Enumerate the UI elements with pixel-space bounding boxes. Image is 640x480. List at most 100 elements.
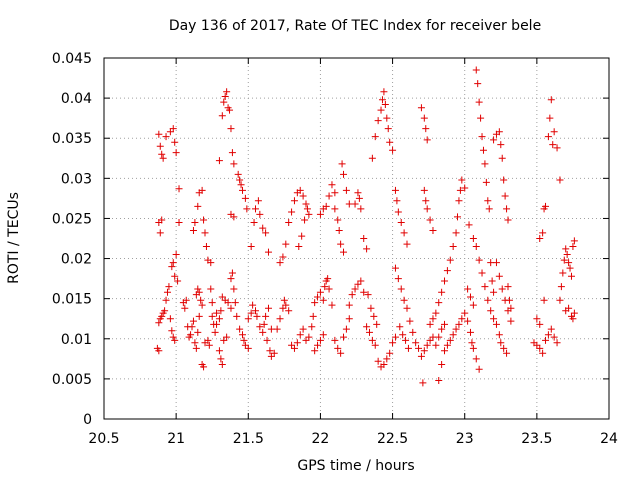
- data-point: [194, 202, 202, 210]
- data-point: [191, 218, 199, 226]
- data-point: [239, 186, 247, 194]
- y-tick-label: 0.04: [61, 91, 92, 107]
- data-point: [348, 291, 356, 299]
- data-point: [560, 256, 568, 264]
- data-point: [403, 240, 411, 248]
- y-tick-label: 0: [83, 412, 92, 428]
- data-point: [305, 210, 313, 218]
- data-points: [153, 66, 578, 387]
- data-point: [156, 229, 164, 237]
- data-point: [217, 355, 225, 363]
- data-point: [498, 285, 506, 293]
- data-point: [426, 336, 434, 344]
- data-point: [542, 336, 550, 344]
- data-point: [355, 194, 363, 202]
- data-point: [435, 299, 443, 307]
- data-point: [302, 336, 310, 344]
- data-point: [264, 248, 272, 256]
- data-point: [288, 341, 296, 349]
- data-point: [282, 301, 290, 309]
- data-point: [234, 170, 242, 178]
- data-point: [556, 176, 564, 184]
- data-point: [500, 176, 508, 184]
- data-point: [169, 259, 177, 267]
- data-point: [456, 186, 464, 194]
- y-tick-label: 0.005: [52, 372, 92, 388]
- data-point: [391, 333, 399, 341]
- data-point: [213, 309, 221, 317]
- data-point: [322, 202, 330, 210]
- data-point: [335, 226, 343, 234]
- data-point: [280, 296, 288, 304]
- data-point: [417, 104, 425, 112]
- data-point: [553, 339, 561, 347]
- data-point: [249, 301, 257, 309]
- data-point: [163, 288, 171, 296]
- data-point: [373, 320, 381, 328]
- y-tick-label: 0.03: [61, 171, 92, 187]
- data-point: [244, 344, 252, 352]
- data-point: [497, 141, 505, 149]
- data-point: [357, 277, 365, 285]
- data-point: [461, 184, 469, 192]
- data-point: [563, 251, 571, 259]
- x-tick-labels: 20.5 21 21.5 22 22.5 23 23.5 24: [88, 431, 618, 447]
- data-point: [201, 229, 209, 237]
- data-point: [267, 325, 275, 333]
- data-point: [165, 283, 173, 291]
- data-point: [422, 125, 430, 133]
- data-point: [169, 125, 177, 133]
- data-point: [171, 336, 179, 344]
- data-point: [303, 205, 311, 213]
- data-point: [536, 235, 544, 242]
- data-point: [559, 269, 567, 277]
- data-point: [567, 272, 575, 280]
- data-point: [374, 357, 382, 365]
- data-point: [402, 336, 410, 344]
- data-point: [360, 235, 368, 242]
- data-point: [452, 325, 460, 333]
- data-point: [311, 299, 319, 307]
- data-point: [507, 317, 515, 325]
- data-point: [466, 328, 474, 336]
- data-point: [266, 347, 274, 355]
- data-point: [325, 285, 333, 293]
- axis-ticks: [103, 57, 610, 420]
- data-point: [458, 315, 466, 323]
- data-point: [309, 312, 317, 320]
- data-point: [475, 365, 483, 373]
- data-point: [481, 160, 489, 168]
- data-point: [168, 327, 176, 335]
- data-point: [490, 288, 498, 296]
- data-point: [241, 194, 249, 202]
- data-point: [279, 253, 287, 261]
- data-point: [383, 114, 391, 122]
- data-point: [195, 312, 203, 320]
- data-point: [302, 200, 310, 208]
- data-point: [256, 210, 264, 218]
- data-point: [500, 344, 508, 352]
- data-point: [465, 221, 473, 229]
- data-point: [539, 349, 547, 357]
- data-point: [485, 205, 493, 213]
- data-point: [426, 216, 434, 224]
- data-point: [308, 323, 316, 331]
- data-point: [374, 117, 382, 125]
- data-point: [221, 93, 229, 101]
- data-point: [377, 106, 385, 114]
- data-point: [198, 186, 206, 194]
- data-point: [182, 296, 190, 304]
- data-point: [441, 277, 449, 285]
- data-point: [319, 296, 327, 304]
- data-point: [231, 299, 239, 307]
- data-point: [384, 125, 392, 133]
- data-point: [367, 304, 375, 312]
- data-point: [505, 296, 513, 304]
- data-point: [546, 114, 554, 122]
- data-point: [194, 328, 202, 336]
- data-point: [175, 218, 183, 226]
- data-point: [293, 339, 301, 347]
- data-point: [533, 341, 541, 349]
- data-point: [565, 304, 573, 312]
- data-point: [220, 98, 228, 106]
